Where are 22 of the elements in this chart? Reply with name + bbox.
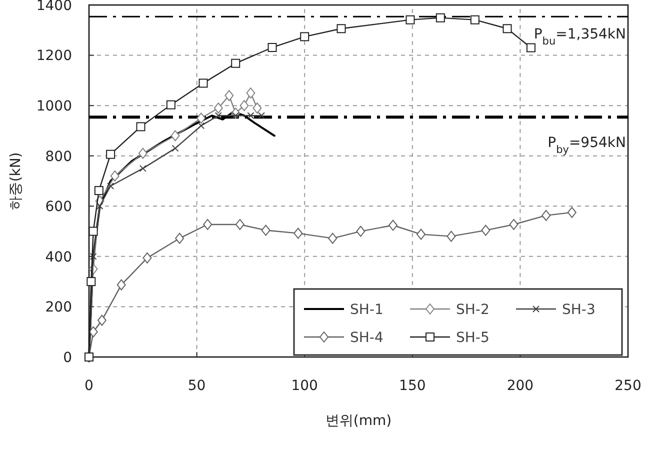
y-tick-label: 400 (45, 249, 72, 266)
legend-label: SH-5 (456, 330, 490, 346)
y-tick-label: 0 (63, 350, 72, 366)
legend-label: SH-1 (350, 302, 384, 318)
x-tick-label: 50 (188, 378, 206, 394)
x-axis-title: 변위(mm) (325, 413, 392, 429)
x-tick-label: 100 (291, 378, 318, 394)
y-tick-label: 800 (45, 148, 72, 165)
x-tick-label: 0 (84, 378, 94, 394)
x-tick-label: 250 (614, 378, 642, 394)
ref-line-label: P$_{bu}$=1,354kN (534, 26, 626, 48)
y-tick-label: 600 (45, 199, 72, 216)
legend-label: SH-3 (562, 302, 596, 318)
y-tick-label: 1000 (36, 98, 72, 114)
x-tick-label: 150 (399, 378, 426, 394)
legend-label: SH-2 (456, 302, 490, 318)
legend-label: SH-4 (350, 330, 384, 346)
y-tick-label: 1200 (36, 48, 72, 64)
ref-line-label: P$_{by}$=954kN (548, 135, 626, 156)
x-tick-label: 200 (506, 378, 534, 394)
y-tick-label: 200 (45, 300, 72, 316)
y-axis-title: 하중(kN) (8, 152, 24, 210)
